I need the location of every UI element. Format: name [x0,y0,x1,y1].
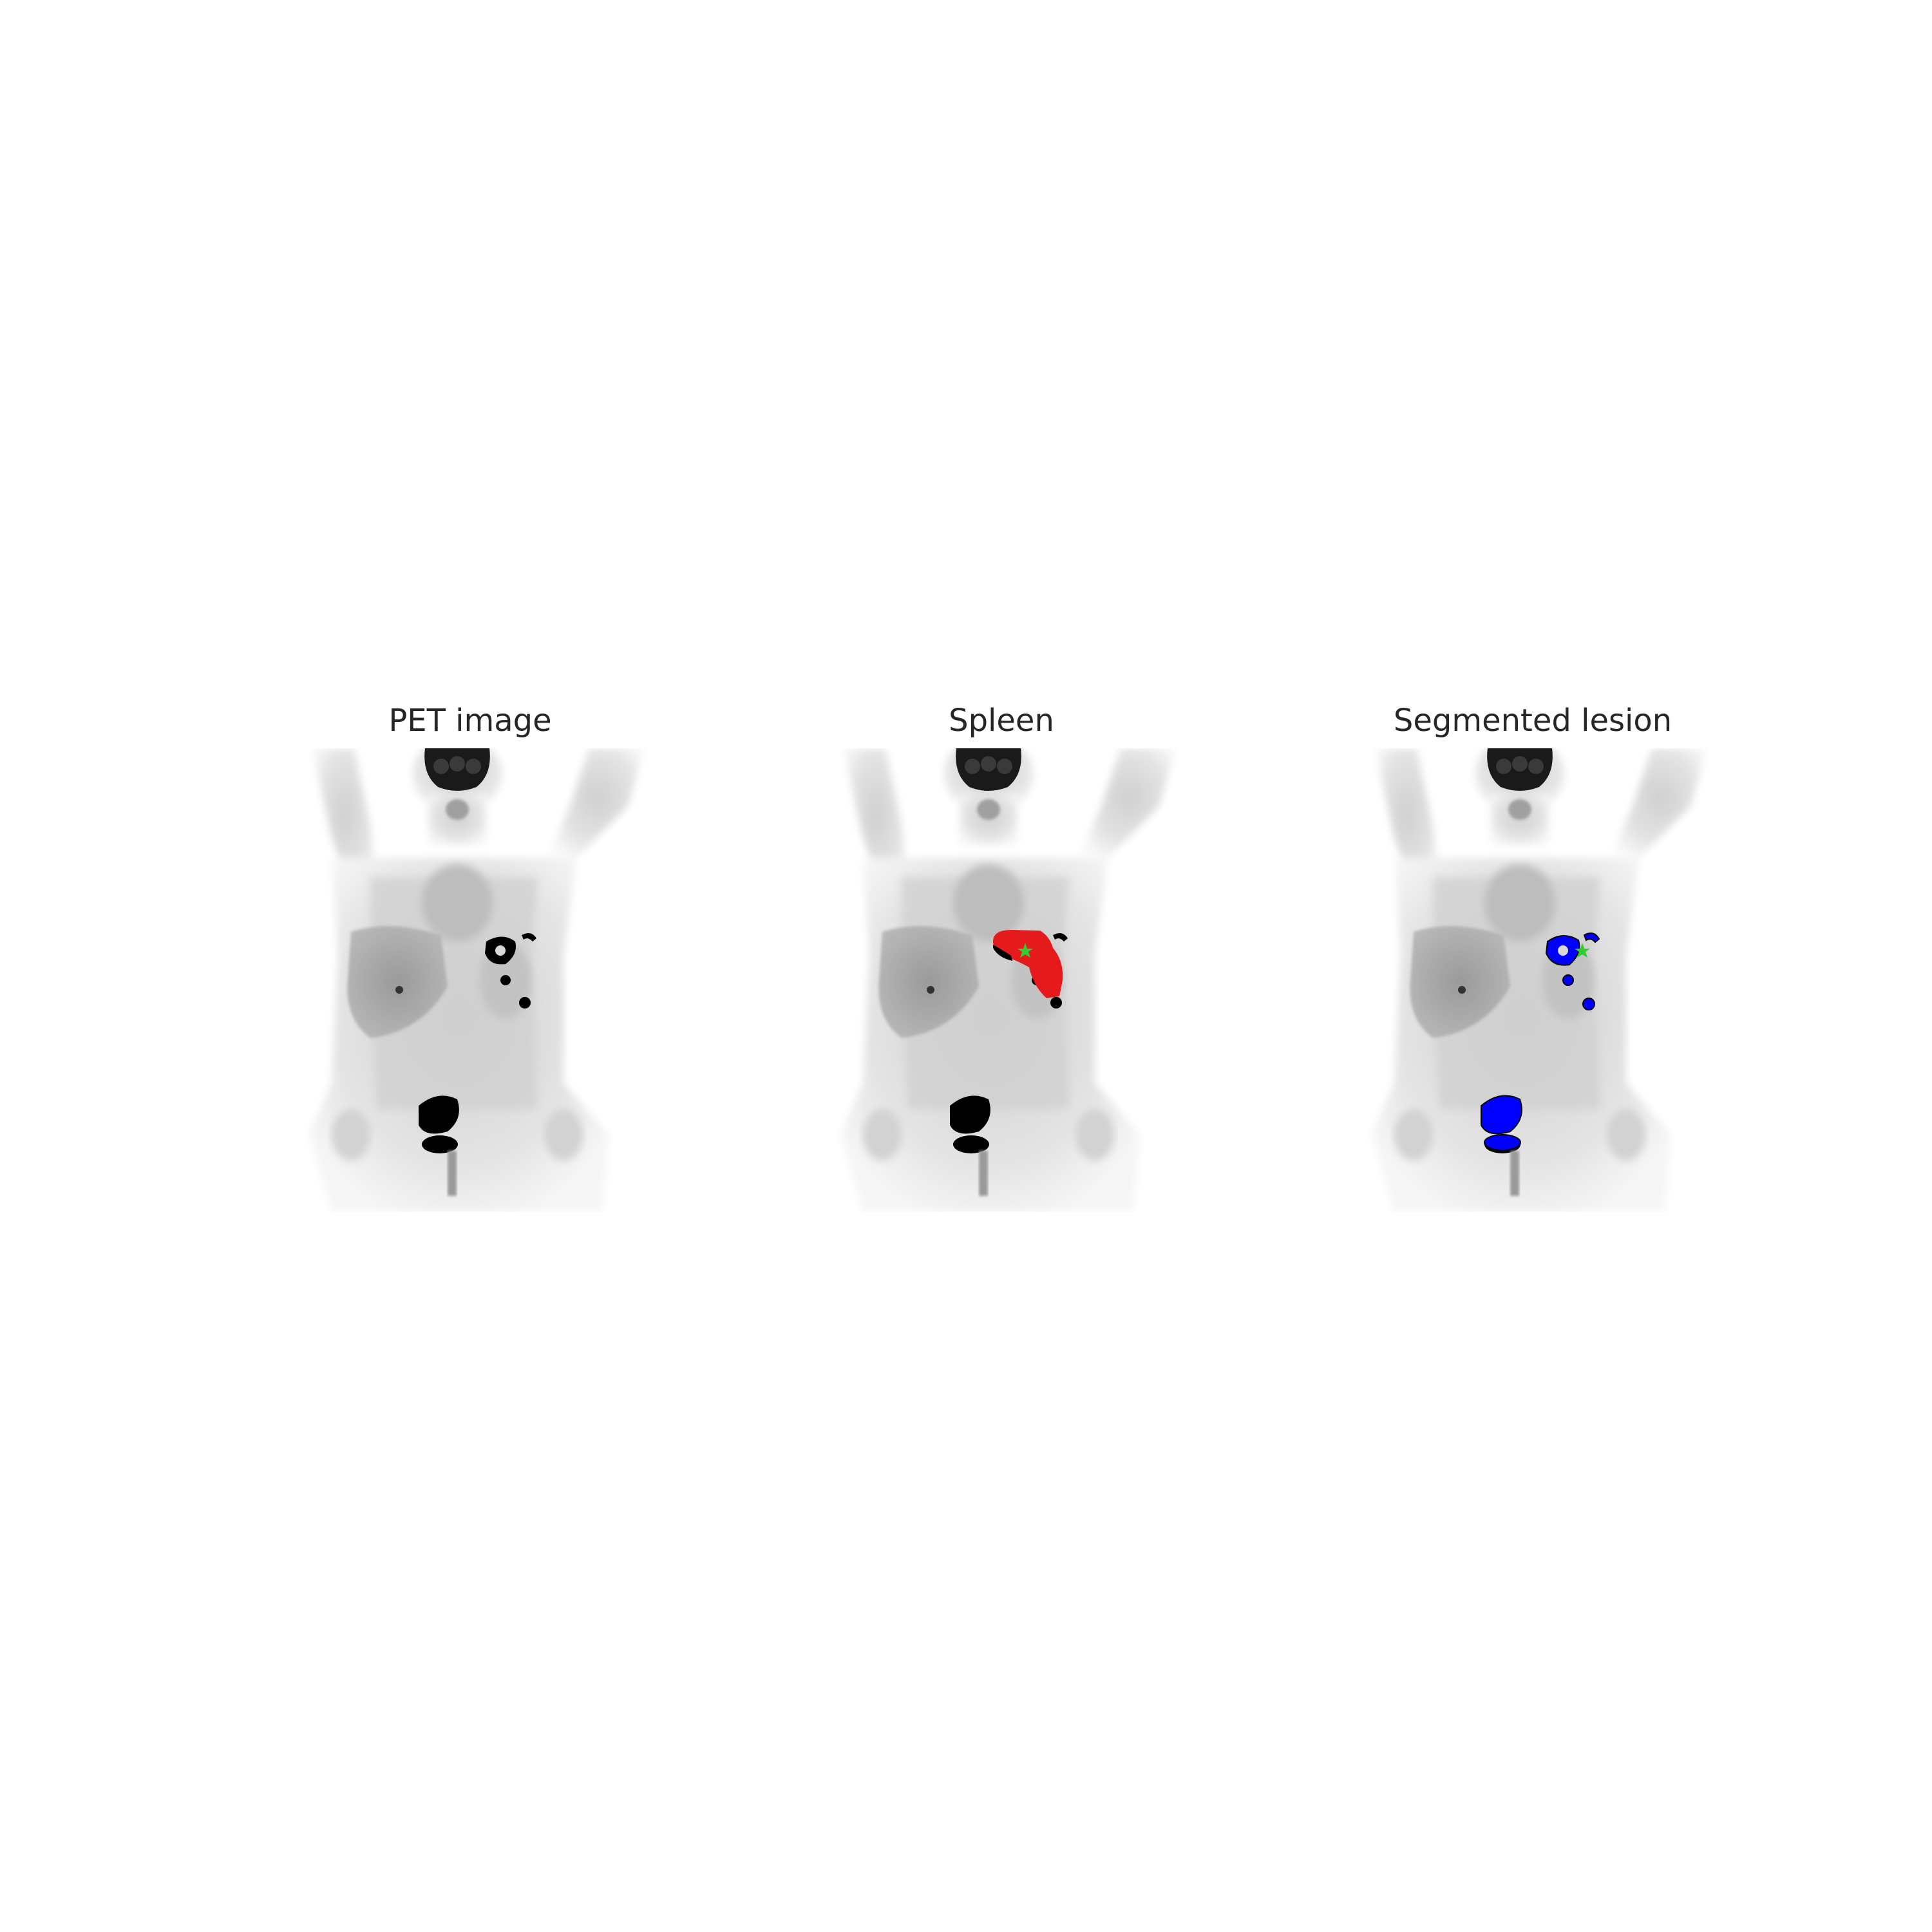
spleen-mask [993,930,1063,998]
lesion-image [1356,748,1710,1212]
panel-title: PET image [388,703,552,739]
panel-title: Spleen [949,703,1054,739]
spleen-image [824,748,1179,1212]
green-star-icon [1018,943,1033,958]
panel-segmented-lesion: Segmented lesion [1340,702,1726,1217]
panel-title: Segmented lesion [1393,703,1672,739]
lesion-mask [1481,933,1600,1151]
panel-pet-image: PET image [277,702,663,1217]
green-star-icon [1575,943,1590,958]
panel-spleen: Spleen [808,702,1195,1217]
pet-image [293,748,647,1212]
